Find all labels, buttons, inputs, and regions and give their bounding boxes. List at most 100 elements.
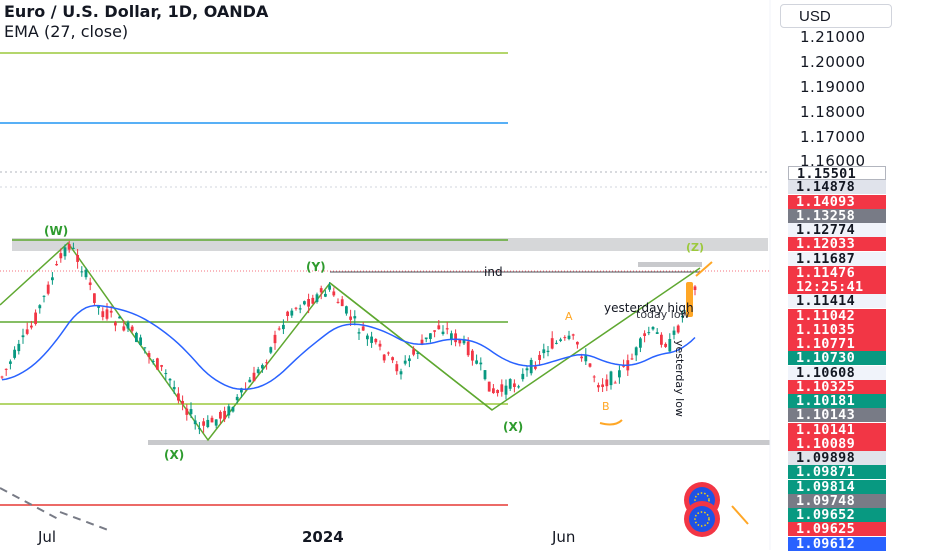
wave-label-y[interactable]: (Y) [306,260,326,274]
price-axis-label: 1.16000 [800,152,866,170]
today-low-label[interactable]: today low [636,308,690,321]
price-tag[interactable]: 1.09625 [788,522,886,537]
price-tag[interactable]: 1.09652 [788,508,886,522]
price-tag[interactable]: 1.11035 [788,322,886,337]
candle-body [550,338,554,349]
candle-body [366,335,369,340]
price-tag[interactable]: 1.09814 [788,479,886,494]
candle-body [261,365,264,369]
price-tag[interactable]: 1.13258 [788,208,886,223]
symbol-title[interactable]: Euro / U.S. Dollar, 1D, OANDA [4,2,269,21]
wave-label-z[interactable]: (Z) [686,241,704,254]
price-tag[interactable]: 1.11414 [788,294,886,309]
candle-body [538,354,541,360]
price-tag[interactable]: 1.15501 [788,166,886,181]
orange-highlight [686,282,693,317]
candle-body [223,410,226,420]
price-tag[interactable]: 1.11476 [788,265,886,280]
resistance-zone[interactable] [12,238,768,251]
candle-body [93,293,96,303]
eu-flag-icon-2[interactable] [684,501,720,537]
candle-body [4,368,8,370]
candle-body [168,378,172,381]
price-tag[interactable]: 1.12033 [788,237,886,252]
candle-body [643,333,646,336]
candle-body [84,269,88,278]
label-a[interactable]: A [565,310,573,323]
wave-label-x1[interactable]: (X) [164,448,184,462]
wave-label-w[interactable]: (W) [44,224,68,238]
price-tag[interactable]: 1.14093 [788,194,886,209]
candle-body [378,343,382,347]
price-tag[interactable]: 1.09871 [788,465,886,480]
price-tag[interactable]: 1.10771 [788,337,886,351]
price-tag[interactable]: 1.09748 [788,493,886,508]
candle-body [567,335,571,339]
price-tag[interactable]: 1.09898 [788,451,886,465]
candle-body [235,396,239,401]
candle-body [231,406,235,412]
price-axis-label: 1.19000 [800,78,866,96]
candle-body [240,388,243,393]
candle-body [693,286,697,291]
price-tag[interactable]: 1.10730 [788,351,886,366]
candle-body [80,271,84,273]
candle-body [126,322,130,329]
candle-body [42,295,46,297]
candle-body [332,291,336,296]
price-tag[interactable]: 1.10325 [788,379,886,394]
price-tag[interactable]: 1.10143 [788,408,886,423]
yesterday-high-label[interactable]: yesterday high [604,301,694,315]
candle-body [311,297,315,304]
price-tag[interactable]: 1.10141 [788,422,886,437]
candle-body [9,361,12,364]
candle-body [471,350,474,361]
currency-button[interactable]: USD [780,4,892,28]
candle-body [181,400,184,404]
price-tag[interactable]: 1.09612 [788,536,886,551]
price-tag[interactable]: 1.11687 [788,251,886,266]
yesterday-low-label[interactable]: yesterday low [673,340,686,417]
price-axis-label: 1.21000 [800,28,866,46]
price-tag[interactable]: 1.12774 [788,223,886,237]
candle-body [525,368,529,371]
ind-label[interactable]: ind [484,265,503,279]
support-zone[interactable] [148,440,770,445]
candle-body [298,308,302,310]
candle-body [303,301,306,305]
price-tag[interactable]: 1.11042 [788,308,886,323]
price-tag[interactable]: 1.10089 [788,436,886,451]
orange-arrow [695,261,713,277]
candle-body [219,411,222,419]
candle-body [622,365,625,367]
orange-arc [599,419,623,426]
small-zone [638,262,702,267]
price-tag[interactable]: 1.10608 [788,365,886,380]
indicator-label[interactable]: EMA (27, close) [4,22,129,41]
candle-body [647,332,651,334]
candle-body [601,384,604,387]
candle-body [429,333,432,339]
candle-body [487,381,491,392]
candle-body [639,338,642,348]
elliott-wave-lines[interactable] [0,241,701,442]
candle-body [605,379,609,387]
candle-body [147,353,151,358]
time-axis-label: Jun [552,528,576,546]
candle-body [193,420,197,425]
price-tag[interactable]: 1.14878 [788,180,886,195]
candle-body [63,247,67,257]
candle-body [500,384,504,392]
label-b[interactable]: B [602,400,610,413]
candle-body [424,337,428,340]
candle-body [252,372,256,382]
candle-body [668,339,672,352]
price-tag[interactable]: 1.10181 [788,394,886,408]
candle-body [328,285,331,290]
candle-body [403,360,407,364]
candle-body [324,293,327,297]
wave-label-x2[interactable]: (X) [503,420,523,434]
candle-body [172,386,176,390]
price-tag[interactable]: 12:25:41 [788,280,886,294]
